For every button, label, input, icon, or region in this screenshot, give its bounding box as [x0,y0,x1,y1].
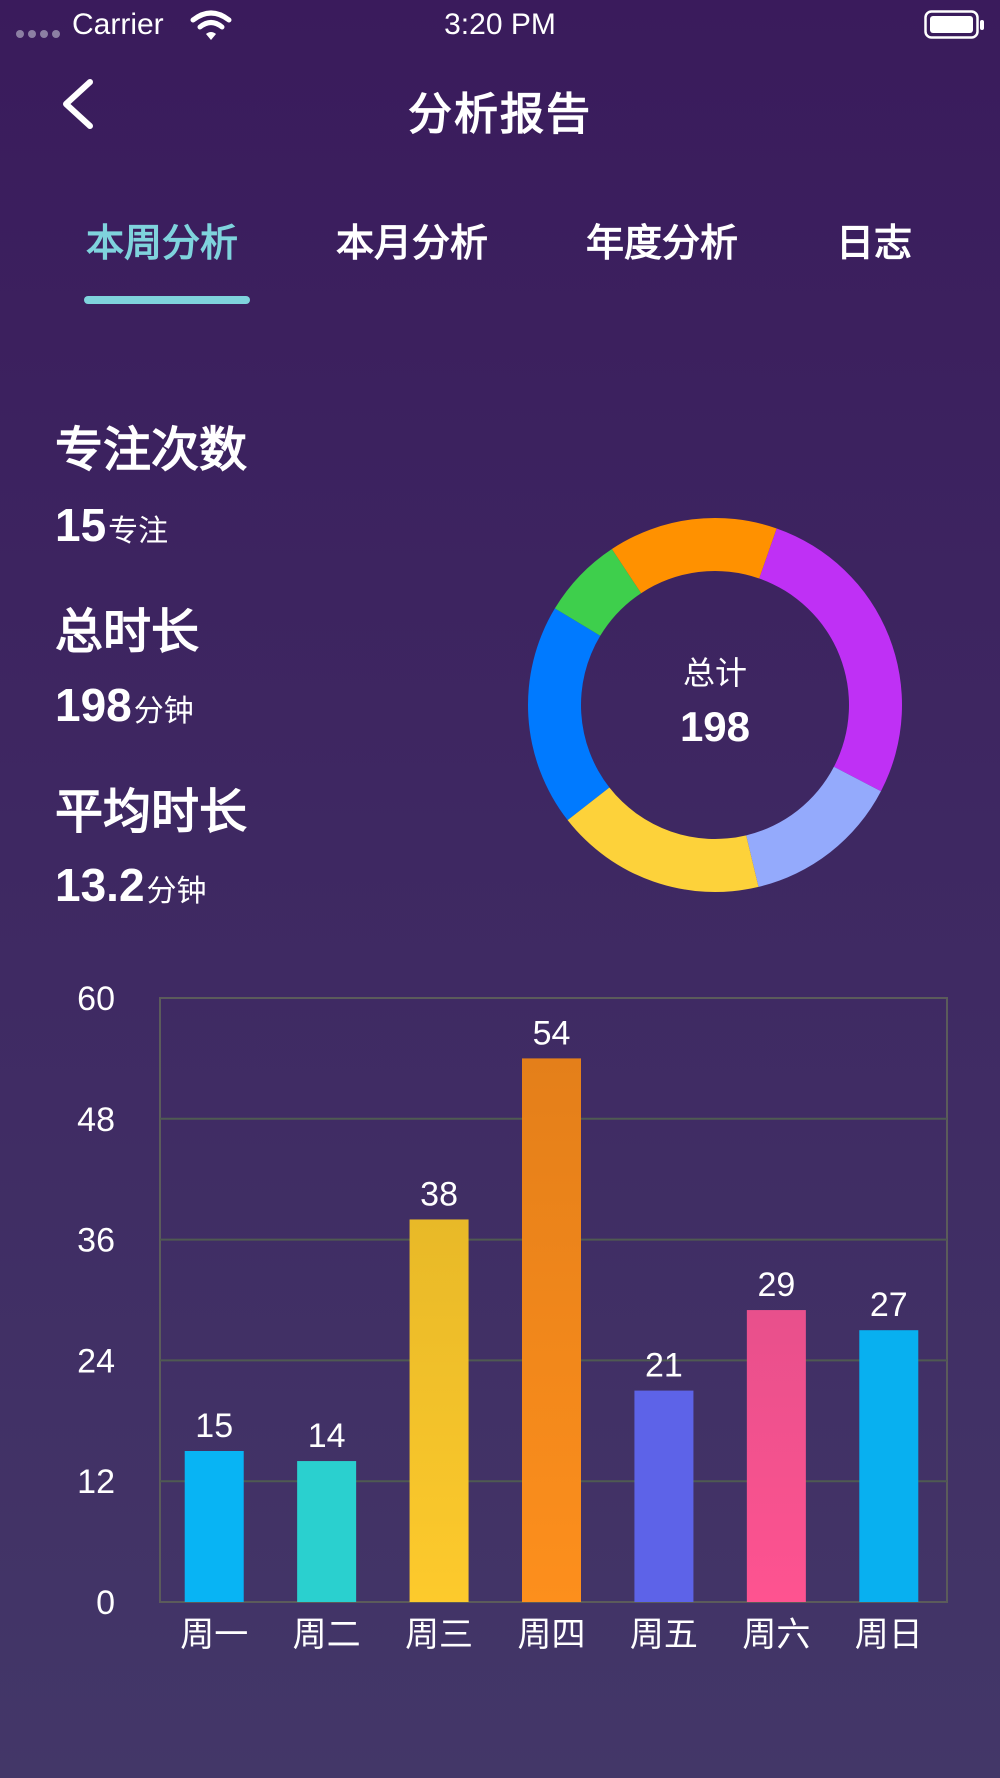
bar-chart: 0 12 24 36 48 60 15 周一 14 周二 38 周三 54 周四 21 周五 29 周六 27 周日 [77,980,948,1655]
bar-value-label: 21 [645,1347,683,1385]
tab-log[interactable]: 日志 [836,221,913,265]
donut-center-value: 198 [679,703,751,750]
focus-count-unit: 专注 [108,514,169,549]
status-time: 3:20 PM [444,8,556,41]
x-category-label: 周二 [293,1615,361,1655]
battery-icon [924,10,984,39]
donut-segment [759,528,902,792]
y-tick-label: 36 [77,1222,115,1260]
donut-segment [528,608,610,821]
donut-segment [567,787,759,892]
average-duration-unit: 分钟 [146,874,207,909]
wifi-icon [190,10,232,40]
donut-chart [528,518,902,892]
x-category-label: 周三 [405,1615,473,1655]
bar-value-label: 54 [533,1014,571,1052]
bar [859,1330,919,1602]
x-category-label: 周四 [518,1615,586,1655]
total-duration-value: 198分钟 [55,679,194,731]
page-title: 分析报告 [408,89,592,140]
bar-value-label: 14 [308,1417,346,1455]
total-duration-unit: 分钟 [133,694,194,729]
focus-count-value: 15专注 [55,499,169,551]
average-duration-value: 13.2分钟 [55,859,207,911]
donut-segment [554,548,642,636]
y-tick-label: 60 [77,980,115,1018]
total-duration-heading: 总时长 [55,604,200,660]
y-tick-label: 48 [77,1101,115,1139]
chevron-left-icon [63,79,93,129]
focus-count-heading: 专注次数 [55,422,248,478]
bar-value-label: 38 [420,1175,458,1213]
donut-center-label: 总计 [682,654,747,692]
bar [522,1058,581,1602]
x-category-label: 周六 [742,1615,810,1655]
tab-month-analysis[interactable]: 本月分析 [336,221,489,265]
average-duration-heading: 平均时长 [55,784,248,840]
active-tab-indicator [84,296,250,304]
bar-value-label: 27 [870,1286,908,1324]
x-category-label: 周五 [630,1615,698,1655]
y-tick-label: 12 [77,1463,115,1501]
x-category-label: 周日 [855,1615,923,1655]
tab-week-analysis[interactable]: 本周分析 [86,221,239,265]
donut-segment [746,766,881,887]
bar [746,1310,806,1602]
bar-value-label: 15 [195,1407,233,1445]
bar [297,1461,357,1602]
y-tick-label: 0 [96,1584,115,1622]
status-bar: Carrier 3:20 PM [0,0,1000,52]
bar [634,1390,694,1602]
back-button[interactable] [56,74,108,134]
bar [409,1219,469,1602]
x-category-label: 周一 [180,1615,248,1655]
donut-segment [611,518,777,594]
signal-strength-icon [16,30,60,38]
y-tick-label: 24 [77,1342,115,1380]
tab-year-analysis[interactable]: 年度分析 [586,221,739,265]
bar [184,1451,244,1602]
carrier-label: Carrier [72,8,164,41]
bar-value-label: 29 [757,1266,795,1304]
